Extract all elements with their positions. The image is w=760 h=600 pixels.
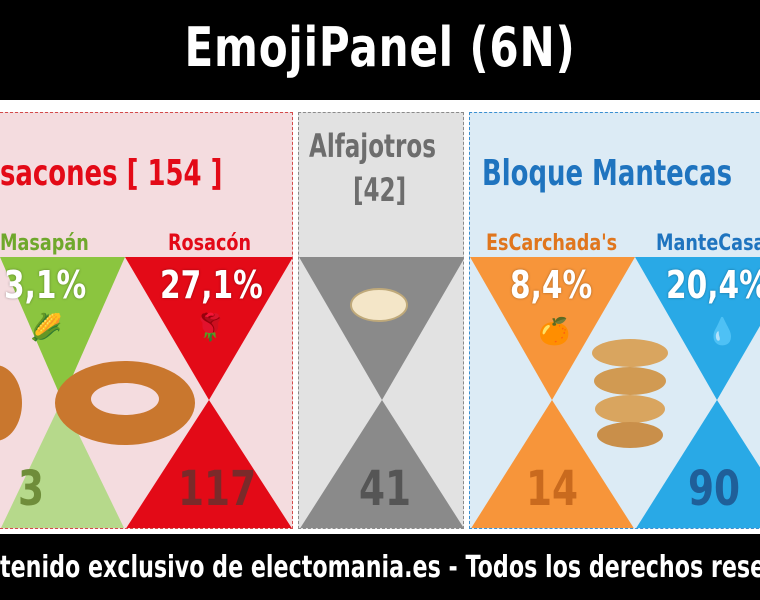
bloc-rosacones-title: sacones [ 154 ] — [0, 153, 223, 194]
bloc-alfajotros-title: Alfajotros — [309, 127, 436, 165]
rosacon-seats: 117 — [178, 461, 257, 517]
rosacon-top-triangle — [125, 257, 292, 400]
bloc-rosacones-panel: sacones [ 154 ] Masapán 3,1% 🌽 3 Rosacón… — [0, 112, 293, 529]
droplet-icon: 💧 — [706, 317, 739, 347]
escarchadas-percent: 8,4% — [510, 263, 593, 307]
mantecasa-bottom-triangle — [636, 400, 760, 528]
page-title: EmojiPanel (6N) — [184, 16, 576, 79]
bloc-mantecas-panel: Bloque Mantecas EsCarchada's 8,4% 🍊 14 M… — [469, 112, 760, 529]
alfajor-seats: 41 — [359, 461, 412, 517]
corn-icon: 🌽 — [30, 313, 63, 343]
masapan-percent: 3,1% — [4, 263, 87, 307]
escarchadas-top-triangle — [470, 257, 635, 400]
mantecados-image — [592, 339, 668, 448]
bloc-alfajotros-seats: [42] — [353, 171, 407, 209]
rosacon-percent: 27,1% — [160, 263, 263, 307]
escarchadas-name: EsCarchada's — [486, 231, 618, 256]
rose-icon: 🌹 — [194, 313, 227, 343]
rosacon-name: Rosacón — [168, 231, 252, 256]
mantecasa-percent: 20,4% — [666, 263, 760, 307]
masapan-bottom-triangle — [0, 400, 125, 528]
footer-bar: tenido exclusivo de electomania.es - Tod… — [0, 534, 760, 600]
mantecasa-top-triangle — [635, 257, 760, 400]
bloc-alfajotros-panel: Alfajotros [42] 41 — [298, 112, 464, 529]
masapan-seats: 3 — [18, 461, 45, 517]
alfajor-image — [350, 288, 408, 322]
bloc-alfajotros-triangles — [299, 257, 463, 528]
alfajor-top-triangle — [299, 257, 463, 400]
bloc-mantecas-title: Bloque Mantecas — [482, 153, 733, 194]
bloc-rosacones-triangles — [0, 257, 292, 528]
masapan-top-triangle — [0, 257, 125, 400]
orange-icon: 🍊 — [538, 317, 571, 347]
alfajor-bottom-triangle — [300, 400, 463, 528]
bloc-mantecas-triangles — [470, 257, 760, 528]
title-bar: EmojiPanel (6N) — [0, 0, 760, 100]
mantecasa-seats: 90 — [688, 461, 741, 517]
roscon-image-partial — [0, 365, 22, 441]
footer-copyright: tenido exclusivo de electomania.es - Tod… — [0, 550, 760, 585]
masapan-name: Masapán — [0, 231, 89, 256]
escarchadas-bottom-triangle — [471, 400, 634, 528]
escarchadas-seats: 14 — [526, 461, 579, 517]
rosacon-bottom-triangle — [126, 400, 292, 528]
mantecasa-name: ManteCasa — [656, 231, 760, 256]
